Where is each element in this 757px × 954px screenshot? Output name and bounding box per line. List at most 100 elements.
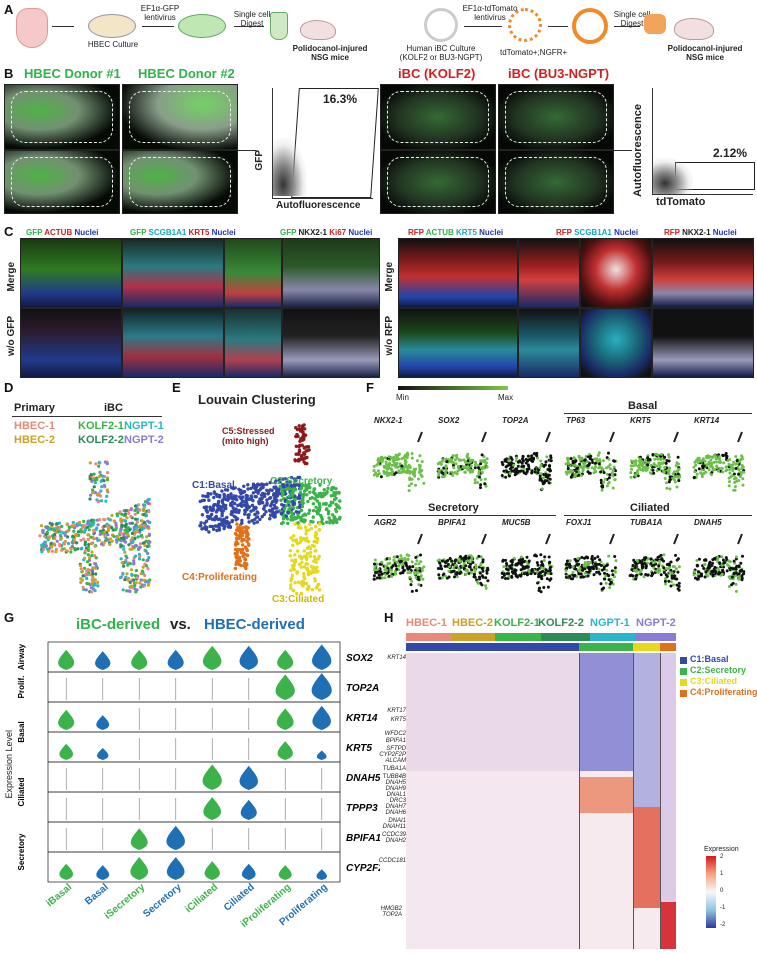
f-cell-point: [700, 475, 704, 479]
f-cell-point: [485, 569, 489, 573]
d-umap-point: [85, 569, 89, 573]
f-cell-point: [458, 559, 462, 563]
e-umap-point: [324, 502, 328, 506]
f-cell-point: [454, 462, 458, 466]
f-cell-point: [444, 574, 448, 578]
e-umap-point: [285, 517, 290, 521]
f-cell-point: [484, 584, 487, 588]
f-cell-point: [525, 470, 529, 474]
f-cell-point: [469, 554, 473, 558]
f-cell-point: [720, 555, 724, 559]
f-cell-point: [700, 572, 704, 576]
d-umap-point: [139, 578, 143, 582]
e-umap-point: [293, 497, 297, 501]
d-umap-point: [110, 513, 114, 517]
d-umap-point: [100, 485, 104, 489]
f-cell-point: [536, 563, 540, 567]
f-cell-point: [509, 456, 513, 460]
e-umap-point: [237, 563, 242, 567]
f-cell-point: [720, 572, 724, 576]
h-colorbar-tick: -2: [720, 922, 726, 928]
f-cell-point: [593, 556, 597, 560]
g-category-label: iSecretory: [103, 882, 148, 922]
arrow-icon: [52, 26, 74, 27]
d-header-line: [12, 416, 162, 417]
f-cell-point: [540, 560, 544, 564]
f-cell-point: [727, 585, 731, 588]
e-umap-point: [268, 517, 272, 521]
f-gene-label: TUBA1A: [630, 518, 663, 527]
f-feature-plot: [564, 431, 618, 492]
h-gene-label: CCDC39: [381, 832, 406, 838]
e-umap-point: [320, 517, 324, 522]
h-heat-block: [406, 653, 579, 772]
f-cell-point: [479, 564, 483, 567]
d-umap-point: [54, 547, 58, 551]
f-stressed-branch: [545, 533, 551, 545]
e-umap: [198, 423, 342, 596]
d-umap-point: [137, 552, 141, 556]
f-cell-point: [411, 565, 415, 569]
d-umap-point: [71, 520, 75, 525]
f-cell-point: [732, 460, 736, 464]
f-cell-point: [611, 573, 615, 577]
f-cell-point: [410, 482, 414, 486]
f-cell-point: [418, 464, 422, 468]
e-umap-point: [300, 426, 305, 430]
f-cell-point: [741, 483, 745, 487]
g-violin: [131, 649, 148, 670]
f-cell-point: [510, 563, 514, 567]
f-cell-point: [630, 568, 634, 572]
f-cell-point: [466, 452, 470, 456]
b-title-hbec1: HBEC Donor #1: [24, 66, 121, 81]
f-stressed-branch: [737, 533, 743, 545]
f-cell-point: [737, 472, 740, 476]
f-cell-point: [677, 479, 681, 483]
f-cell-point: [665, 563, 669, 567]
f-cell-point: [614, 559, 618, 563]
e-umap-point: [274, 497, 278, 502]
f-cell-point: [453, 458, 457, 462]
f-gene-label: BPIFA1: [438, 518, 467, 527]
f-cell-point: [549, 565, 552, 569]
f-cell-point: [605, 564, 608, 568]
d-umap-point: [54, 550, 58, 554]
f-cell-point: [588, 457, 592, 461]
e-umap-point: [316, 536, 320, 541]
e-umap-point: [337, 506, 342, 510]
d-umap-point: [138, 508, 142, 512]
f-cell-point: [422, 481, 426, 485]
e-umap-point: [295, 571, 299, 575]
c-header-token: GFP: [26, 228, 45, 237]
e-umap-point: [314, 532, 319, 536]
f-cell-point: [502, 469, 506, 473]
f-cell-point: [395, 458, 399, 462]
f-cell-point: [565, 559, 569, 563]
f-cell-point: [717, 571, 721, 575]
e-umap-point: [255, 515, 260, 519]
h-gene-label: DNAH11: [382, 824, 406, 830]
d-ibc-label: iBC: [104, 402, 123, 414]
f-cell-point: [711, 468, 715, 472]
e-umap-point: [226, 498, 230, 502]
f-cell-point: [634, 577, 638, 581]
d-umap-point: [40, 543, 44, 547]
f-cell-point: [515, 469, 519, 473]
d-umap-point: [118, 576, 123, 580]
d-umap-point: [119, 531, 123, 535]
f-cell-point: [373, 562, 376, 566]
h-sample-segment: [451, 633, 496, 641]
arrow-icon: [614, 150, 632, 151]
f-cell-point: [601, 459, 605, 463]
f-cell-point: [474, 460, 477, 464]
b-image-kolf2-bottom: [380, 150, 496, 214]
f-cell-point: [378, 562, 382, 566]
f-stressed-branch: [545, 431, 551, 443]
f-cell-point: [541, 482, 545, 486]
f-cell-point: [649, 463, 653, 467]
f-cell-point: [593, 457, 597, 461]
f-cell-point: [568, 564, 572, 568]
f-cell-point: [480, 567, 484, 570]
e-umap-point: [209, 492, 213, 496]
f-cell-point: [417, 583, 421, 587]
